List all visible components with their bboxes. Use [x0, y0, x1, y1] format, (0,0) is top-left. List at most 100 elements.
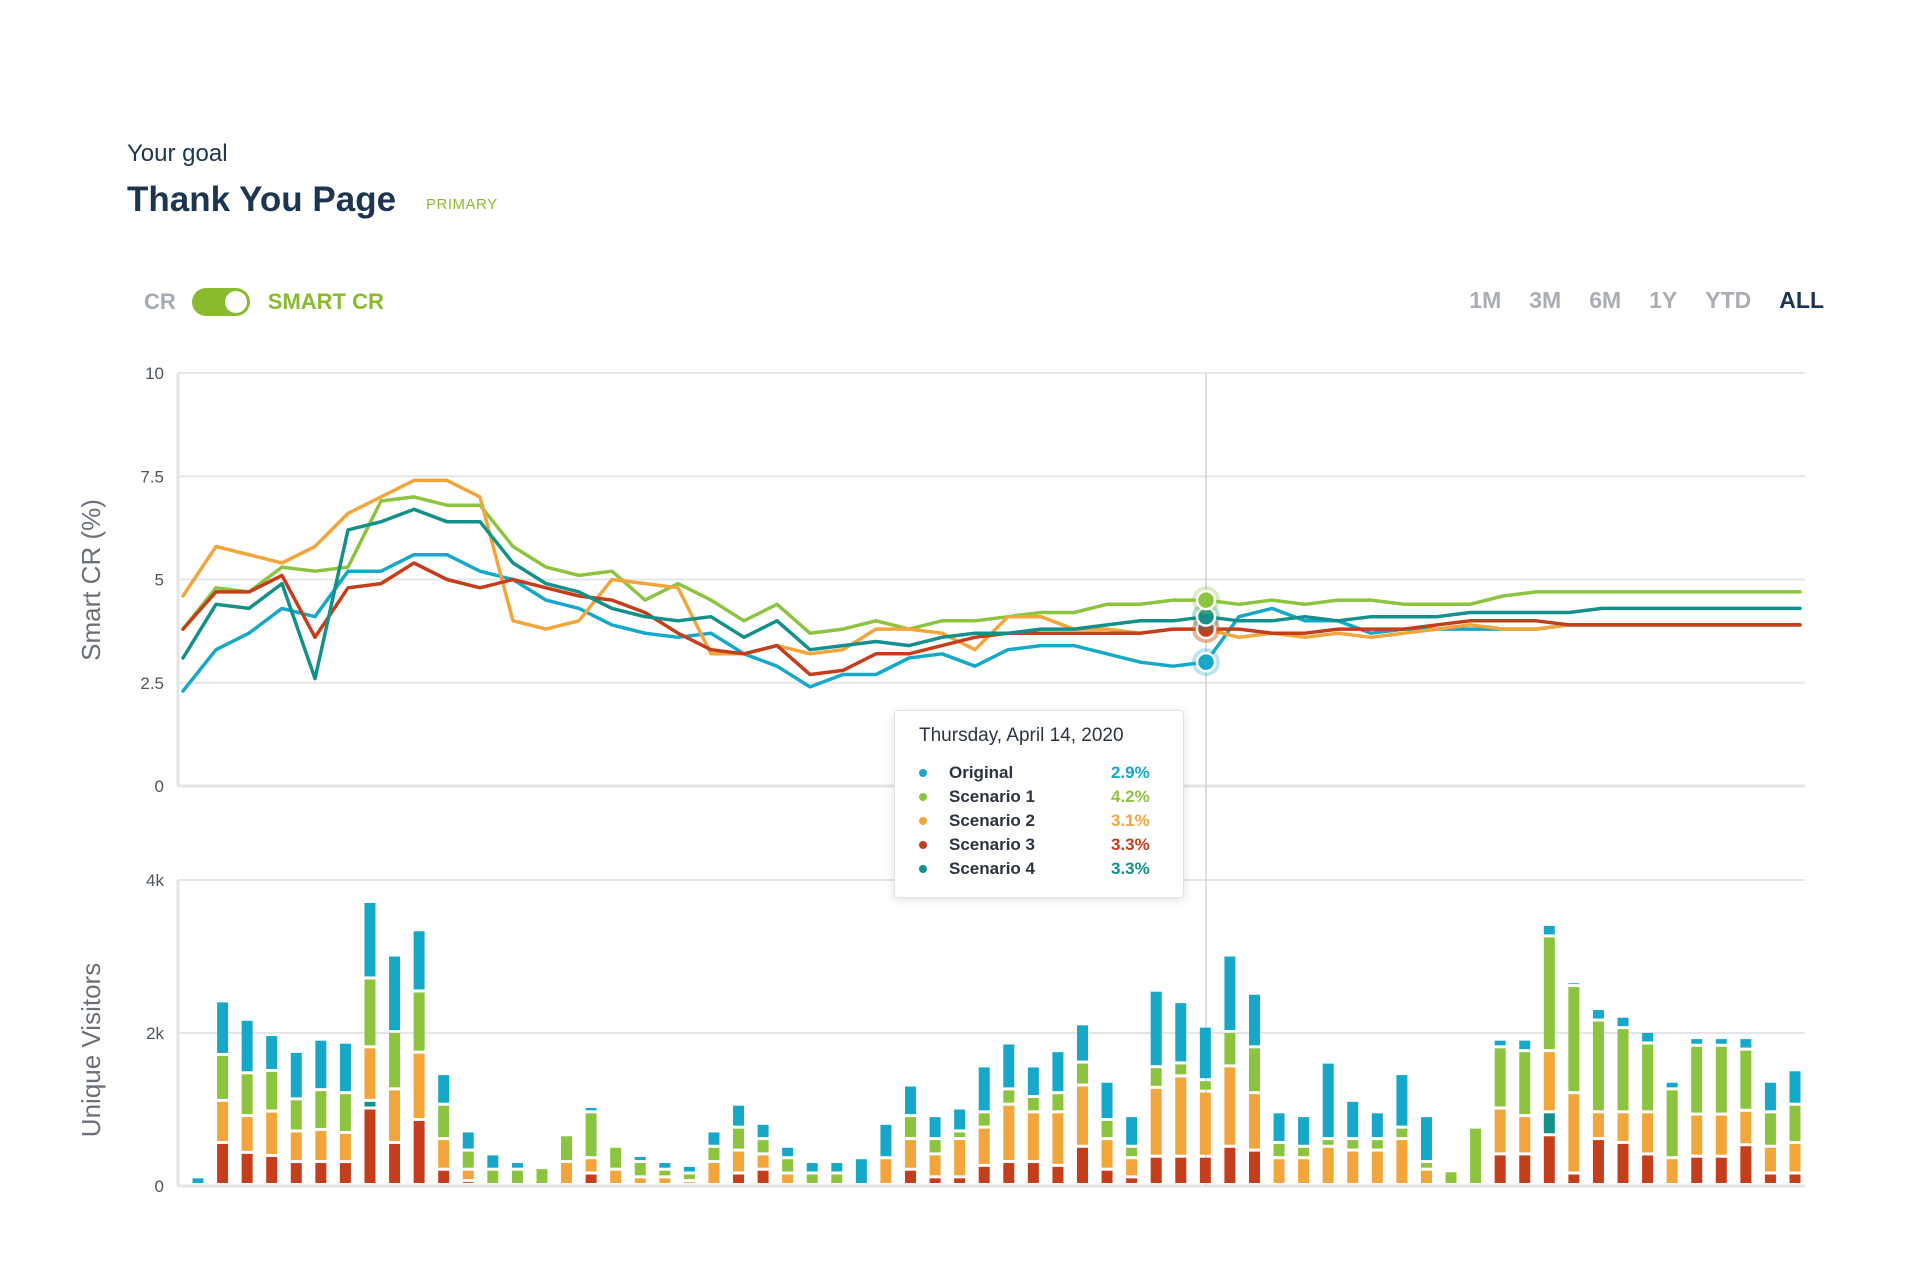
bar-segment-scenario-1 [1273, 1143, 1285, 1157]
bar-segment-scenario-2 [757, 1155, 769, 1168]
bar-segment-scenario-3 [413, 1120, 425, 1183]
range-3m-button[interactable]: 3M [1529, 287, 1562, 313]
range-1y-button[interactable]: 1Y [1649, 287, 1678, 313]
range-1m-button[interactable]: 1M [1469, 287, 1502, 313]
bar-segment-scenario-4 [1543, 1113, 1555, 1134]
bar-segment-scenario-3 [1101, 1170, 1113, 1183]
bar-segment-original [905, 1086, 917, 1115]
bar-segment-scenario-1 [1027, 1098, 1039, 1111]
bar-segment-scenario-2 [683, 1182, 695, 1183]
bar-segment-scenario-1 [1150, 1068, 1162, 1086]
bar-segment-original [1568, 983, 1580, 985]
bar-segment-scenario-2 [1715, 1115, 1727, 1155]
bar-segment-scenario-2 [1543, 1052, 1555, 1111]
bar-segment-scenario-2 [880, 1159, 892, 1183]
bar-segment-scenario-3 [1126, 1178, 1138, 1183]
tooltip-series-name: Scenario 2 [949, 811, 1035, 830]
bar-segment-original [192, 1178, 204, 1183]
bar-segment-original [585, 1107, 597, 1111]
bar-segment-original [1298, 1117, 1310, 1145]
bar-segment-scenario-1 [757, 1140, 769, 1153]
bar-segment-original [831, 1163, 843, 1172]
bar-segment-scenario-2 [1273, 1159, 1285, 1183]
bar-segment-scenario-3 [1076, 1147, 1088, 1183]
tooltip-date: Thursday, April 14, 2020 [919, 725, 1124, 746]
bar-segment-scenario-2 [1764, 1147, 1776, 1172]
tooltip-series-value: 3.3% [1111, 859, 1150, 878]
bar-segment-scenario-1 [1396, 1128, 1408, 1138]
bar-segment-scenario-3 [905, 1170, 917, 1183]
bar-segment-scenario-3 [1715, 1157, 1727, 1183]
bar-segment-original [511, 1163, 523, 1168]
bar-segment-original [1371, 1113, 1383, 1138]
bar-segment-scenario-1 [339, 1094, 351, 1131]
bar-segment-scenario-2 [1248, 1094, 1260, 1149]
bar-segment-original [733, 1105, 745, 1126]
bar-segment-scenario-3 [1691, 1157, 1703, 1183]
bar-segment-scenario-1 [1764, 1113, 1776, 1145]
bar-segment-scenario-3 [266, 1156, 278, 1183]
bar-segment-scenario-1 [1568, 987, 1580, 1092]
bar-segment-scenario-2 [1347, 1151, 1359, 1183]
bar-segment-scenario-1 [1642, 1044, 1654, 1111]
bar-segment-scenario-3 [1543, 1136, 1555, 1183]
bar-segment-scenario-1 [1052, 1094, 1064, 1111]
line-layer [181, 478, 1802, 693]
bar-segment-original [217, 1002, 229, 1053]
series-line-scenario-1 [181, 495, 1802, 635]
bar-segment-scenario-1 [954, 1132, 966, 1138]
smart-cr-toggle[interactable] [191, 288, 250, 316]
bar-segment-scenario-2 [389, 1090, 401, 1141]
bar-segment-original [634, 1156, 646, 1161]
bar-segment-scenario-2 [1396, 1140, 1408, 1183]
axis-layer: 0 2.5 5 7.5 10 Smart CR (%) 0 2k 4k Unique Visito… [76, 364, 164, 1196]
bar-segment-original [487, 1155, 499, 1168]
bar-segment-scenario-1 [1519, 1052, 1531, 1115]
hover-marker-scenario-1 [1195, 589, 1217, 611]
bar-segment-scenario-1 [536, 1169, 548, 1183]
bar-segment-scenario-3 [1764, 1174, 1776, 1183]
bar-segment-original [757, 1124, 769, 1138]
cr-toggle-row: CR SMART CR [144, 288, 384, 316]
bar-segment-original [954, 1109, 966, 1130]
bar-segment-scenario-1 [290, 1100, 302, 1130]
bar-segment-scenario-1 [585, 1113, 597, 1157]
bar-segment-scenario-3 [1740, 1146, 1752, 1183]
bar-segment-scenario-3 [1027, 1163, 1039, 1183]
hover-tooltip: Thursday, April 14, 2020 Original 2.9% S… [894, 710, 1184, 898]
range-ytd-button[interactable]: YTD [1705, 287, 1752, 313]
bar-segment-original [1150, 991, 1162, 1066]
tooltip-series-value: 3.1% [1111, 811, 1150, 830]
bar-segment-scenario-2 [585, 1159, 597, 1172]
bar-segment-scenario-1 [1470, 1128, 1482, 1183]
bar-segment-original [659, 1163, 671, 1168]
scenario-1-dot-icon [919, 793, 927, 801]
bar-segment-scenario-2 [634, 1178, 646, 1183]
bar-segment-scenario-1 [1445, 1172, 1457, 1183]
bar-segment-original [880, 1124, 892, 1157]
bar-segment-original [1396, 1075, 1408, 1126]
marker-layer [1192, 586, 1220, 677]
bar-segment-scenario-1 [561, 1136, 573, 1161]
goal-badge: PRIMARY [426, 196, 498, 213]
bar-segment-scenario-2 [659, 1178, 671, 1183]
bar-segment-scenario-2 [1101, 1140, 1113, 1168]
bar-segment-scenario-1 [315, 1091, 327, 1128]
bar-segment-scenario-1 [905, 1117, 917, 1138]
range-6m-button[interactable]: 6M [1589, 287, 1622, 313]
bar-segment-original [1764, 1082, 1776, 1111]
bar-segment-scenario-3 [364, 1109, 376, 1183]
series-line-scenario-4 [181, 507, 1802, 681]
bar-segment-original [1199, 1027, 1211, 1079]
bar-segment-original [364, 902, 376, 977]
bar-segment-scenario-1 [241, 1074, 253, 1115]
bar-segment-scenario-1 [1347, 1140, 1359, 1149]
bar-segment-scenario-1 [634, 1163, 646, 1176]
range-all-button[interactable]: ALL [1779, 287, 1824, 313]
bar-segment-scenario-2 [1420, 1170, 1432, 1183]
bar-segment-original [290, 1052, 302, 1098]
bar-segment-scenario-2 [1003, 1105, 1015, 1161]
bar-segment-scenario-1 [1691, 1046, 1703, 1113]
bar-segment-original [1175, 1003, 1187, 1062]
bar-segment-scenario-3 [1224, 1147, 1236, 1183]
